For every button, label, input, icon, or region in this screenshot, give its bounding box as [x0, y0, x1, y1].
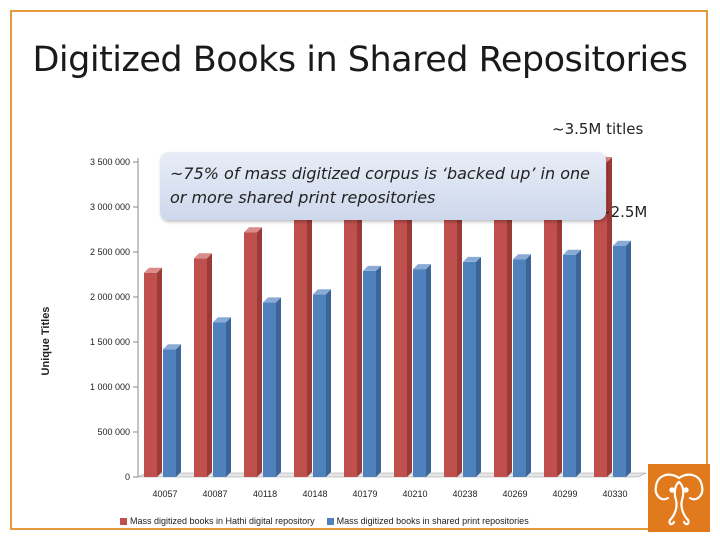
- bar-side-shared: [576, 249, 581, 477]
- y-tick-label: 1 500 000: [90, 337, 130, 347]
- legend-label-shared: Mass digitized books in shared print rep…: [336, 516, 529, 526]
- x-tick-label: 40210: [402, 489, 427, 499]
- bar-side-shared: [526, 254, 531, 477]
- bar-top-hathi: [244, 227, 262, 233]
- bar-hathi: [244, 232, 257, 477]
- bar-top-hathi: [144, 267, 162, 273]
- bar-top-shared: [413, 264, 431, 270]
- bar-shared: [613, 245, 626, 477]
- bar-shared: [363, 270, 376, 477]
- bar-top-shared: [163, 344, 181, 350]
- bar-side-shared: [276, 297, 281, 477]
- bar-shared: [313, 294, 326, 477]
- x-tick-label: 40148: [302, 489, 327, 499]
- x-tick-label: 40179: [352, 489, 377, 499]
- bar-top-shared: [563, 249, 581, 255]
- bar-top-shared: [213, 317, 231, 323]
- bar-top-shared: [463, 256, 481, 262]
- bar-side-hathi: [507, 175, 512, 477]
- bar-top-shared: [513, 254, 531, 260]
- y-tick-label: 2 000 000: [90, 292, 130, 302]
- bar-top-shared: [613, 240, 631, 246]
- bar-hathi: [394, 191, 407, 477]
- bar-side-hathi: [307, 203, 312, 478]
- bar-hathi: [544, 172, 557, 478]
- bar-hathi: [444, 185, 457, 477]
- y-tick-label: 500 000: [97, 427, 130, 437]
- x-tick-label: 40238: [452, 489, 477, 499]
- y-tick-label: 0: [125, 472, 130, 482]
- bar-side-hathi: [357, 194, 362, 478]
- y-tick-label: 1 000 000: [90, 382, 130, 392]
- bar-side-shared: [426, 264, 431, 477]
- bar-shared: [213, 322, 226, 477]
- bar-side-hathi: [607, 157, 612, 477]
- legend-swatch-hathi: [120, 518, 127, 526]
- bar-shared: [163, 349, 176, 477]
- callout-box: ~75% of mass digitized corpus is ‘backed…: [160, 152, 606, 220]
- bar-top-shared: [313, 289, 331, 295]
- x-tick-label: 40118: [253, 489, 277, 499]
- bar-side-shared: [626, 240, 631, 477]
- bar-top-shared: [363, 265, 381, 271]
- elephant-icon: [654, 473, 704, 526]
- bar-side-hathi: [207, 253, 212, 477]
- bar-hathi: [344, 199, 357, 478]
- bar-hathi: [194, 258, 207, 477]
- bar-side-shared: [376, 265, 381, 477]
- bar-shared: [513, 259, 526, 477]
- x-tick-label: 40269: [502, 489, 527, 499]
- callout-line-1: ~75% of mass digitized corpus is ‘backed…: [170, 164, 590, 183]
- y-axis-label: Unique Titles: [40, 306, 52, 376]
- bar-hathi: [594, 162, 607, 477]
- x-tick-label: 40087: [202, 489, 227, 499]
- x-tick-label: 40330: [602, 489, 627, 499]
- bar-shared: [563, 254, 576, 477]
- bar-side-hathi: [157, 267, 162, 477]
- y-tick-label: 3 500 000: [90, 157, 130, 167]
- bar-side-shared: [476, 256, 481, 477]
- chart-legend: Mass digitized books in Hathi digital re…: [120, 516, 529, 526]
- legend-item-hathi: Mass digitized books in Hathi digital re…: [120, 516, 315, 526]
- elephant-logo: [648, 464, 710, 532]
- bar-shared: [463, 261, 476, 477]
- y-tick-label: 3 000 000: [90, 202, 130, 212]
- bar-side-hathi: [457, 180, 462, 477]
- callout-line-2: or more shared print repositories: [170, 188, 436, 207]
- legend-label-hathi: Mass digitized books in Hathi digital re…: [130, 516, 315, 526]
- bar-hathi: [294, 208, 307, 478]
- legend-swatch-shared: [326, 518, 334, 526]
- bar-hathi: [144, 272, 157, 477]
- annotation-total-titles: ~3.5M titles: [552, 120, 644, 138]
- bar-side-hathi: [407, 186, 412, 477]
- bar-top-hathi: [194, 253, 212, 259]
- bar-side-shared: [176, 344, 181, 477]
- y-tick-label: 2 500 000: [90, 247, 130, 257]
- bar-side-shared: [226, 317, 231, 477]
- bar-side-hathi: [257, 227, 262, 477]
- x-tick-label: 40299: [552, 489, 577, 499]
- x-tick-label: 40057: [152, 489, 177, 499]
- bar-side-shared: [326, 289, 331, 477]
- bar-side-hathi: [557, 167, 562, 478]
- bar-shared: [413, 269, 426, 477]
- slide-title: Digitized Books in Shared Repositories: [32, 40, 688, 80]
- bar-hathi: [494, 180, 507, 477]
- bar-top-shared: [263, 297, 281, 303]
- legend-item-shared: Mass digitized books in shared print rep…: [326, 516, 529, 526]
- bar-shared: [263, 302, 276, 477]
- annotation-shared-titles: ~2.5M: [598, 203, 648, 221]
